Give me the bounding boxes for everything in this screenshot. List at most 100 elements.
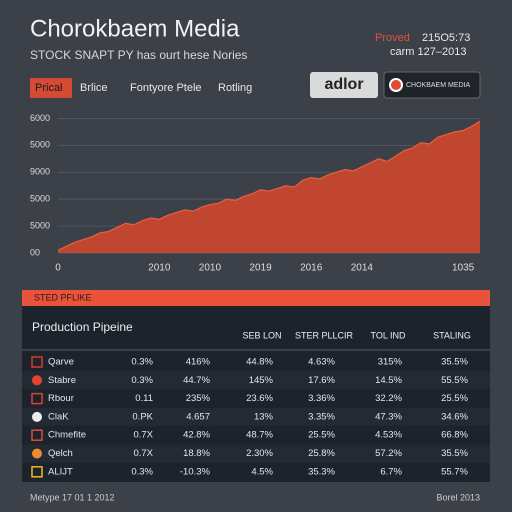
chart: 00 5000 5000 9000 5000 6000 0 2010 2010 2019 2016 2…	[30, 113, 481, 274]
cell: 35.5%	[441, 357, 468, 368]
cell: 4.5%	[251, 466, 273, 477]
brand-icon	[389, 78, 403, 92]
tab[interactable]: Fontyore Ptele	[130, 82, 202, 94]
column-header: STALING	[433, 330, 471, 340]
row-name: Chmefite	[48, 430, 86, 441]
cell: 235%	[186, 393, 211, 404]
y-tick-label: 6000	[30, 113, 50, 123]
banner-label: STED PFLIKE	[34, 292, 92, 302]
cell: 18.8%	[183, 448, 210, 459]
primary-button[interactable]	[310, 72, 378, 98]
area-edge	[57, 120, 481, 251]
cell: 145%	[249, 375, 274, 386]
cell: 47.3%	[375, 411, 402, 422]
cell: 4.657	[186, 411, 210, 422]
x-tick-label: 2010	[199, 263, 222, 274]
cell: 0.11	[135, 393, 153, 404]
date: carm 127–2013	[390, 46, 466, 58]
y-tick-label: 5000	[30, 220, 50, 230]
title: Chorokbaem Media	[30, 15, 240, 42]
cell: 0.7X	[133, 430, 153, 441]
cell: -10.3%	[180, 466, 211, 477]
cell: 3.36%	[308, 393, 335, 404]
cell: 14.5%	[375, 375, 402, 386]
cell: 35.3%	[308, 466, 335, 477]
footer-left: Metype 17 01 1 2012	[30, 492, 115, 502]
cell: 42.8%	[183, 430, 210, 441]
cell: 0.3%	[131, 375, 153, 386]
x-tick-label: 1035	[452, 263, 475, 274]
row-name: Qarve	[48, 357, 74, 368]
row-stripe	[22, 444, 490, 463]
row-name: Rbour	[48, 393, 74, 404]
cell: 3.35%	[308, 411, 335, 422]
cell: 25.8%	[308, 448, 335, 459]
tab[interactable]: Brlice	[80, 82, 108, 94]
cell: 44.8%	[246, 357, 273, 368]
tab[interactable]: Prical	[35, 82, 63, 94]
row-stripe	[22, 371, 490, 390]
cell: 25.5%	[308, 430, 335, 441]
cell: 57.2%	[375, 448, 402, 459]
primary-button-label[interactable]: adlor	[324, 76, 363, 93]
cell: 2.30%	[246, 448, 273, 459]
x-tick-label: 2010	[148, 263, 171, 274]
row-name: ClaK	[48, 411, 69, 422]
cell: 416%	[186, 357, 211, 368]
row-name: ALIJT	[48, 466, 73, 477]
row-icon	[31, 466, 43, 478]
row-stripe	[22, 407, 490, 426]
cell: 44.7%	[183, 375, 210, 386]
cell: 34.6%	[441, 411, 468, 422]
tab[interactable]: Rotling	[218, 82, 252, 94]
y-tick-label: 5000	[30, 194, 50, 204]
x-tick-label: 2019	[249, 263, 272, 274]
footer-right: Borel 2013	[436, 492, 480, 502]
cell: 66.8%	[441, 430, 468, 441]
status: Proved	[375, 32, 410, 44]
cell: 23.6%	[246, 393, 273, 404]
brand-label[interactable]: CHOKBAEM MEDIA	[406, 82, 471, 89]
cell: 6.7%	[380, 466, 402, 477]
column-header: TOL IND	[370, 330, 406, 340]
cell: 55.7%	[441, 466, 468, 477]
y-tick-label: 00	[30, 247, 40, 257]
cell: 17.6%	[308, 375, 335, 386]
table-title: Production Pipeine	[32, 320, 133, 334]
y-tick-label: 9000	[30, 167, 50, 177]
x-tick-label: 2016	[300, 263, 323, 274]
column-header: STER PLLCIR	[295, 330, 354, 340]
cell: 4.53%	[375, 430, 402, 441]
cell: 55.5%	[441, 375, 468, 386]
cell: 4.63%	[308, 357, 335, 368]
cell: 48.7%	[246, 430, 273, 441]
row-icon	[31, 429, 43, 441]
row-icon	[31, 356, 43, 368]
row-name: Stabre	[48, 375, 76, 386]
row-icon	[31, 392, 43, 405]
subtitle: STOCK SNAPT PY has ourt hese Nories	[30, 48, 247, 62]
x-tick-label: 0	[55, 263, 61, 274]
cell: 0.7X	[133, 448, 153, 459]
row-icon	[32, 448, 42, 459]
tab-active-bg[interactable]	[30, 78, 72, 98]
banner	[22, 290, 490, 306]
cell: 35.5%	[441, 448, 468, 459]
row-name: Qelch	[48, 448, 73, 459]
cell: 0.3%	[131, 357, 153, 368]
y-tick-label: 5000	[30, 140, 50, 150]
cell: 25.5%	[441, 393, 468, 404]
x-tick-label: 2014	[351, 263, 374, 274]
cell: 32.2%	[375, 393, 402, 404]
cell: 0.3%	[131, 466, 153, 477]
column-header: SEB LON	[242, 330, 281, 340]
row-icon	[32, 375, 42, 386]
area	[58, 121, 480, 253]
brand-button[interactable]	[383, 71, 481, 99]
cell: 0.PK	[132, 411, 153, 422]
time: 215O5:73	[422, 32, 470, 44]
row-icon	[32, 411, 42, 422]
table-body: SEB LON STER PLLCIR TOL IND STALING Qarve 0.3…	[22, 330, 490, 478]
cell: 13%	[254, 411, 274, 422]
